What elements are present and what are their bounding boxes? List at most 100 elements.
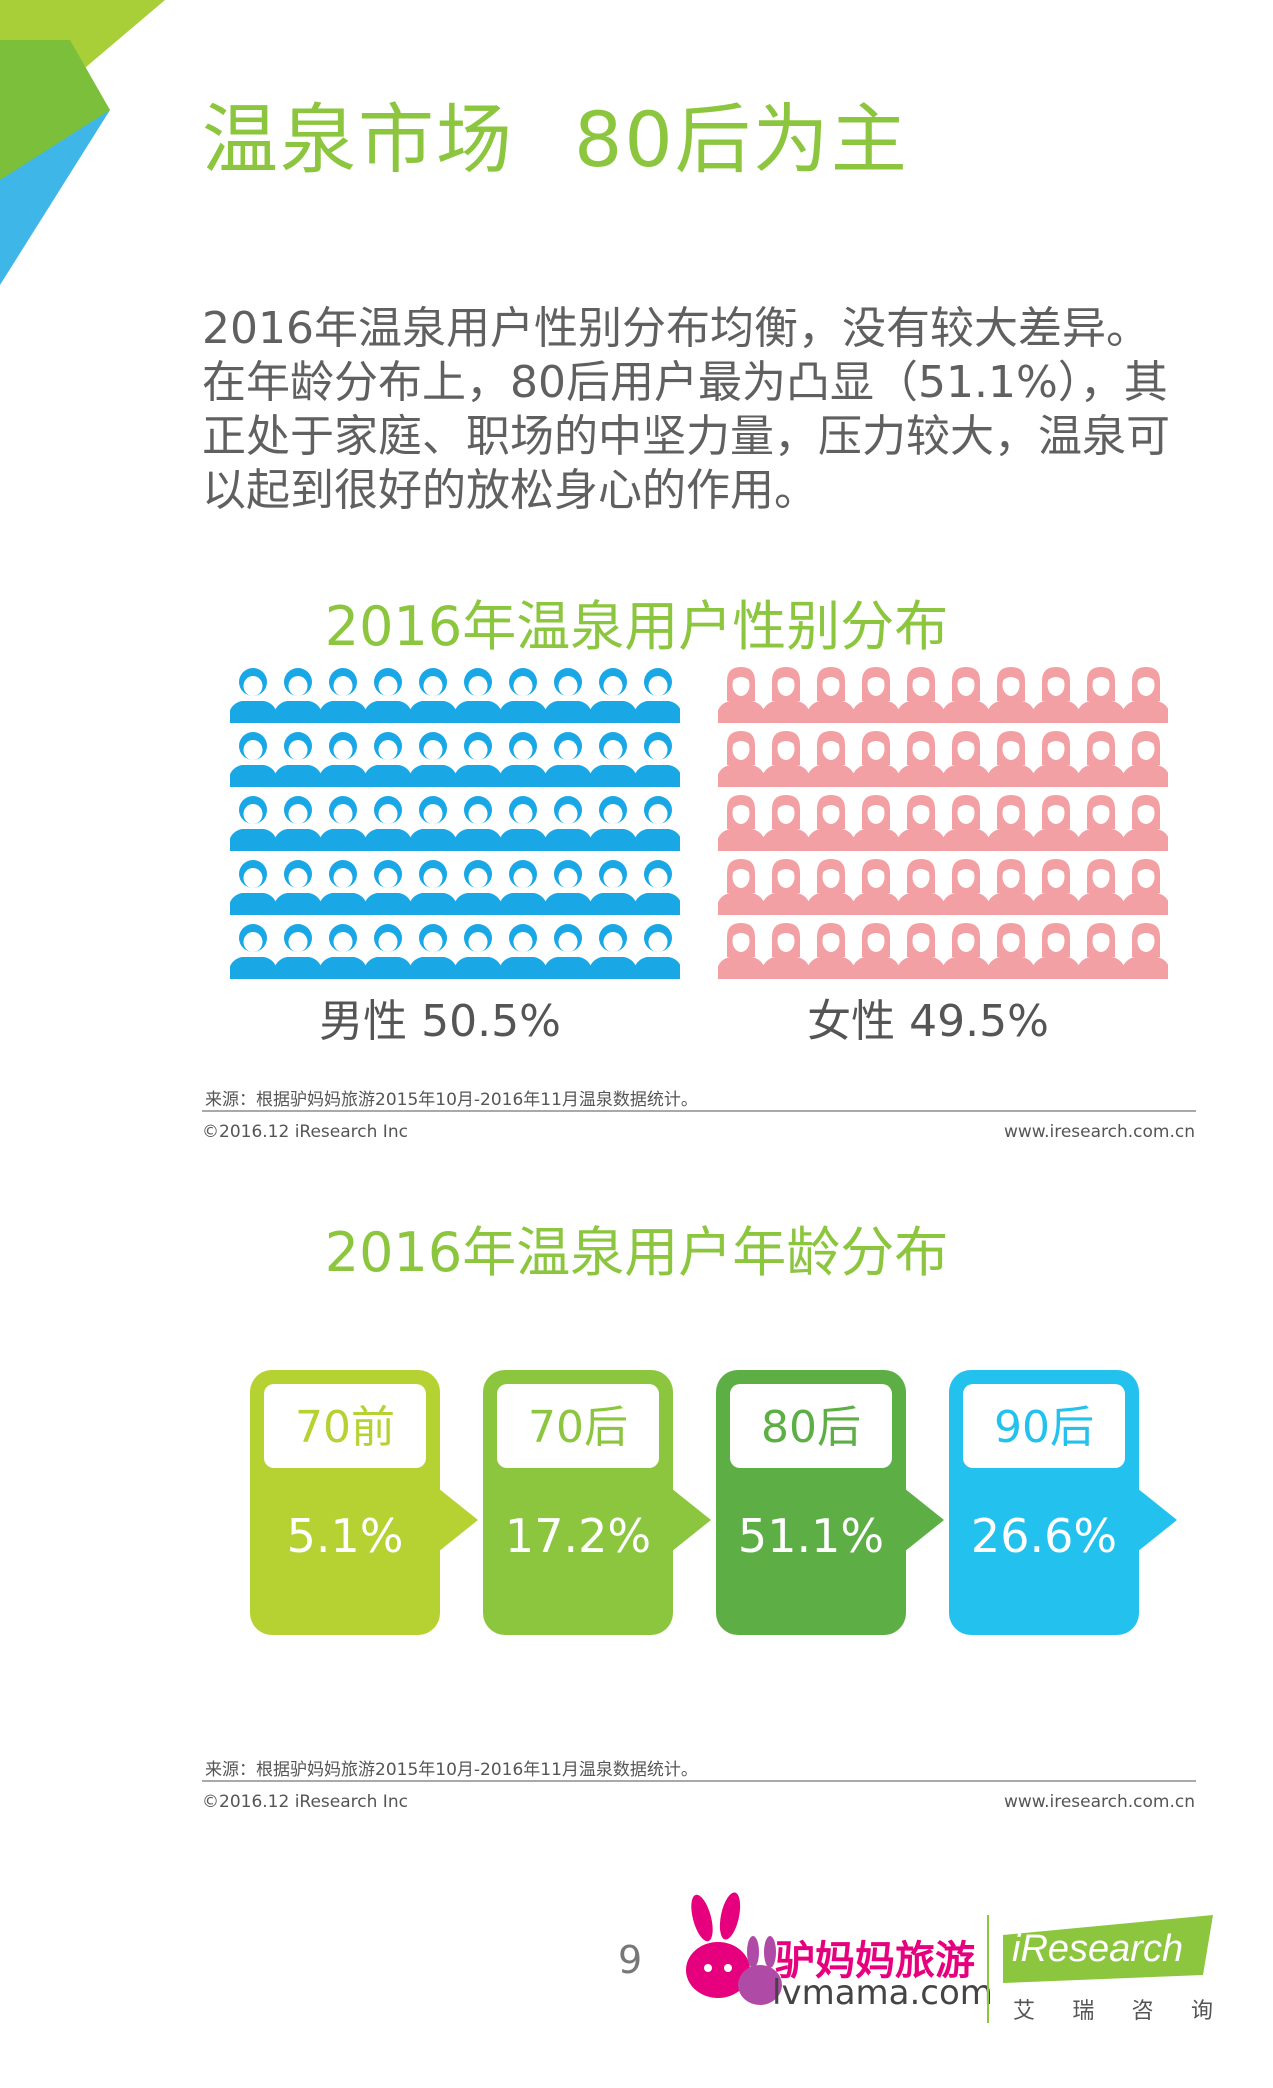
age-label-box xyxy=(497,1384,659,1468)
age-arrow xyxy=(1137,1488,1177,1552)
female-person-icon xyxy=(897,859,945,915)
male-person-icon xyxy=(454,796,502,851)
age-bar-group: 90后 26.6% xyxy=(949,1370,1177,1635)
age-value-label: 26.6% xyxy=(971,1509,1117,1563)
age-bar-group: 70后 17.2% xyxy=(483,1370,711,1635)
male-person-icon xyxy=(409,860,457,915)
female-person-icon xyxy=(762,923,810,979)
age-arrow xyxy=(438,1488,478,1552)
female-person-icon xyxy=(1122,667,1168,723)
female-person-icon xyxy=(762,731,810,787)
page-title: 温泉市场 80后为主 xyxy=(202,95,909,184)
male-person-icon xyxy=(274,668,322,723)
male-person-icon xyxy=(454,860,502,915)
donkey-logo-icon xyxy=(686,1892,782,2005)
male-person-icon xyxy=(544,924,592,979)
age-chart: 70前 5.1% 70后 17.2% 80后 51.1% 90后 26.6% xyxy=(250,1370,1177,1635)
female-person-icon xyxy=(1077,731,1125,787)
female-person-icon xyxy=(897,731,945,787)
female-person-icon xyxy=(987,667,1035,723)
iresearch-cn-char: 咨 xyxy=(1131,1999,1154,2024)
age-bar-group: 70前 5.1% xyxy=(250,1370,478,1635)
female-person-icon xyxy=(987,923,1035,979)
female-person-icon xyxy=(718,667,765,723)
female-person-icon xyxy=(1122,731,1168,787)
male-person-icon xyxy=(499,732,547,787)
female-person-icon xyxy=(762,667,810,723)
female-person-icon xyxy=(807,859,855,915)
gender-chart-title: 2016年温泉用户性别分布 xyxy=(324,595,949,658)
age-copyright: ©2016.12 iResearch Inc xyxy=(202,1792,408,1812)
male-person-icon xyxy=(454,732,502,787)
male-person-icon xyxy=(364,668,412,723)
male-person-icon xyxy=(634,668,680,723)
female-person-icon xyxy=(1032,731,1080,787)
male-person-icon xyxy=(319,732,367,787)
female-person-icon xyxy=(852,923,900,979)
iresearch-cn-char: 瑞 xyxy=(1072,1999,1095,2024)
iresearch-badge xyxy=(1003,1915,1213,1983)
iresearch-cn-char: 询 xyxy=(1190,1999,1213,2024)
gender-divider xyxy=(202,1110,1196,1112)
male-person-icon xyxy=(409,796,457,851)
female-person-icon xyxy=(762,795,810,851)
female-label: 女性 49.5% xyxy=(807,996,1049,1047)
lvmama-brand-cn: 驴妈妈旅游 xyxy=(775,1938,975,1984)
male-person-icon xyxy=(230,668,277,723)
female-person-icon xyxy=(807,923,855,979)
iresearch-logo-text: iResearch xyxy=(1012,1928,1184,1970)
male-person-icon xyxy=(364,732,412,787)
male-person-icon xyxy=(544,668,592,723)
female-person-icon xyxy=(897,667,945,723)
male-person-icon xyxy=(499,668,547,723)
male-person-icon xyxy=(230,924,277,979)
male-person-icon xyxy=(589,668,637,723)
male-person-icon xyxy=(499,924,547,979)
male-person-icon xyxy=(274,796,322,851)
age-label-box xyxy=(264,1384,426,1468)
female-person-icon xyxy=(762,859,810,915)
age-divider xyxy=(202,1780,1196,1782)
female-person-icon xyxy=(1077,859,1125,915)
intro-paragraph: 2016年温泉用户性别分布均衡，没有较大差异。在年龄分布上，80后用户最为凸显（… xyxy=(202,303,1170,516)
male-person-icon xyxy=(230,732,277,787)
female-person-icon xyxy=(1122,923,1168,979)
male-person-icon xyxy=(634,924,680,979)
female-person-icon xyxy=(1032,923,1080,979)
female-person-icon xyxy=(852,667,900,723)
male-person-icon xyxy=(589,924,637,979)
age-value-label: 5.1% xyxy=(287,1509,404,1563)
female-person-icon xyxy=(852,731,900,787)
iresearch-cn-char: 艾 xyxy=(1013,1999,1036,2024)
female-person-icon xyxy=(807,795,855,851)
lvmama-brand-en: lvmama.com xyxy=(772,1973,993,2013)
female-person-icon xyxy=(942,667,990,723)
page-number: 9 xyxy=(618,1938,643,1982)
male-person-icon xyxy=(544,796,592,851)
gender-copyright: ©2016.12 iResearch Inc xyxy=(202,1122,408,1142)
male-person-icon xyxy=(274,860,322,915)
male-person-icon xyxy=(274,924,322,979)
age-category-label: 70前 xyxy=(295,1402,395,1453)
female-person-icon xyxy=(718,795,765,851)
female-person-icon xyxy=(942,859,990,915)
male-person-icon xyxy=(364,796,412,851)
age-arrow xyxy=(671,1488,711,1552)
male-person-icon xyxy=(454,668,502,723)
female-person-icon xyxy=(1122,859,1168,915)
male-person-icon xyxy=(499,860,547,915)
male-person-icon xyxy=(364,924,412,979)
male-person-icon xyxy=(319,924,367,979)
age-source-note: 来源：根据驴妈妈旅游2015年10月-2016年11月温泉数据统计。 xyxy=(205,1760,698,1780)
male-person-icon xyxy=(544,732,592,787)
female-person-icon xyxy=(897,923,945,979)
female-person-icon xyxy=(807,731,855,787)
female-person-icon xyxy=(1032,795,1080,851)
female-person-icon xyxy=(1032,859,1080,915)
male-person-icon xyxy=(409,732,457,787)
male-person-icon xyxy=(634,796,680,851)
female-person-icon xyxy=(987,795,1035,851)
female-person-icon xyxy=(1122,795,1168,851)
age-value-label: 17.2% xyxy=(505,1509,651,1563)
female-person-icon xyxy=(897,795,945,851)
